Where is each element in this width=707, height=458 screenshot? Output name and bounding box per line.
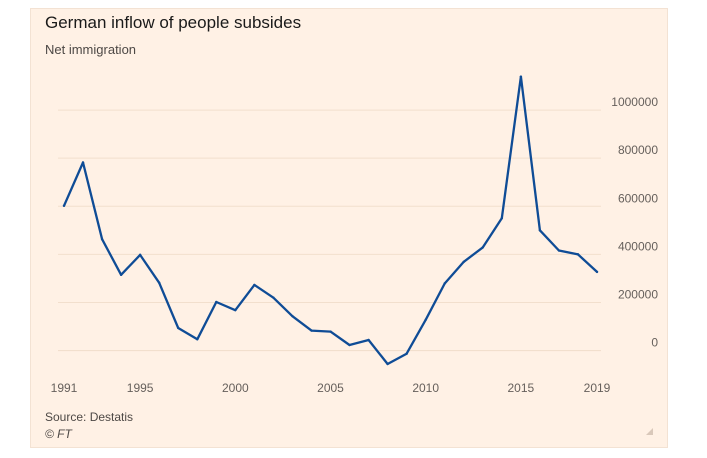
y-tick-label: 0	[651, 336, 658, 350]
x-tick-label: 2000	[222, 381, 249, 395]
data-point	[595, 270, 599, 274]
data-point	[386, 362, 389, 366]
data-point	[196, 338, 199, 341]
data-point	[215, 300, 218, 304]
data-point	[443, 282, 446, 285]
series-line	[62, 75, 599, 366]
data-point	[291, 314, 294, 318]
resize-corner-icon	[646, 428, 653, 435]
data-point	[538, 229, 542, 232]
y-tick-label: 600000	[618, 191, 658, 205]
x-tick-label: 2015	[508, 381, 535, 395]
y-tick-label: 400000	[618, 239, 658, 253]
data-point	[462, 260, 465, 264]
x-tick-label: 2010	[412, 381, 439, 395]
data-point	[310, 329, 313, 332]
data-point	[576, 253, 580, 256]
data-point	[329, 330, 332, 333]
data-point	[138, 253, 142, 257]
y-tick-label: 1000000	[611, 95, 658, 109]
data-point	[234, 308, 237, 312]
y-tick-label: 800000	[618, 143, 658, 157]
chart-subtitle: Net immigration	[45, 42, 137, 57]
data-point	[62, 204, 66, 207]
data-point	[557, 249, 561, 252]
chart-card: German inflow of people subsides Net imm…	[30, 8, 668, 448]
data-point	[100, 238, 104, 241]
x-tick-label: 1995	[127, 381, 154, 395]
data-point	[424, 318, 427, 321]
data-point	[481, 246, 484, 249]
chart-title: German inflow of people subsides	[45, 13, 302, 32]
data-point	[405, 352, 408, 355]
x-tick-label: 2005	[317, 381, 344, 395]
data-point	[348, 343, 351, 347]
data-point	[253, 283, 256, 287]
data-point	[500, 217, 504, 220]
data-point	[519, 75, 523, 78]
ft-credit: © FT	[45, 427, 72, 441]
data-point	[272, 296, 275, 299]
data-point	[119, 273, 123, 277]
x-tick-label: 1991	[51, 381, 78, 395]
y-tick-label: 200000	[618, 287, 658, 301]
data-point	[367, 338, 370, 342]
data-point	[81, 161, 85, 164]
data-point	[157, 281, 161, 284]
line-chart: 0 200000 400000 600000 800000 1000000 1991 1995…	[51, 75, 658, 395]
x-tick-label: 2019	[584, 381, 611, 395]
data-point	[177, 326, 180, 330]
source-note: Source: Destatis	[45, 410, 134, 424]
